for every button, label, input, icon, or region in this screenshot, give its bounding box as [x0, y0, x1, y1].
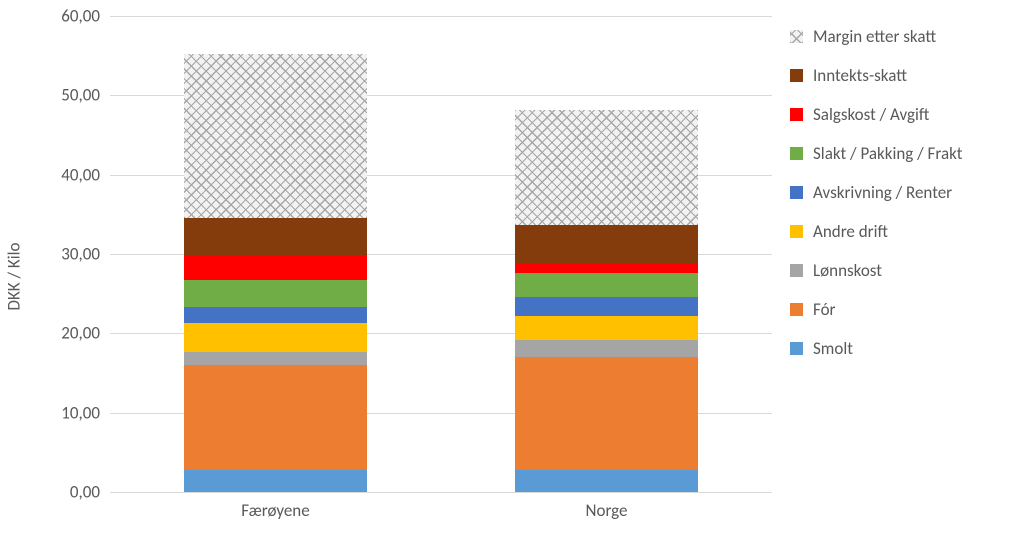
segment-for — [184, 365, 366, 470]
legend-label: Lønnskost — [813, 260, 882, 281]
legend-swatch — [790, 69, 803, 82]
legend-item-slakt: Slakt / Pakking / Frakt — [790, 143, 962, 164]
segment-lonn — [184, 352, 366, 365]
y-tick-label: 60,00 — [61, 6, 110, 27]
legend-swatch — [790, 342, 803, 355]
legend-label: Andre drift — [813, 221, 888, 242]
y-tick-label: 50,00 — [61, 85, 110, 106]
segment-slakt — [184, 280, 366, 307]
segment-skatt — [515, 225, 697, 264]
bar — [515, 16, 697, 492]
legend-swatch — [790, 108, 803, 121]
legend-label: Margin etter skatt — [813, 26, 936, 47]
segment-margin — [515, 110, 697, 225]
y-tick-label: 30,00 — [61, 244, 110, 265]
gridline — [110, 492, 772, 493]
legend-item-skatt: Inntekts-skatt — [790, 65, 907, 86]
segment-smolt — [184, 470, 366, 492]
segment-for — [515, 357, 697, 470]
y-tick-label: 0,00 — [70, 482, 110, 503]
legend-label: Avskrivning / Renter — [813, 182, 952, 203]
legend-item-for: Fór — [790, 299, 835, 320]
legend-swatch — [790, 186, 803, 199]
legend-swatch — [790, 30, 803, 43]
segment-skatt — [184, 218, 366, 255]
y-tick-label: 10,00 — [61, 402, 110, 423]
legend-label: Slakt / Pakking / Frakt — [813, 143, 962, 164]
legend-swatch — [790, 225, 803, 238]
legend-item-salg: Salgskost / Avgift — [790, 104, 929, 125]
legend-item-margin: Margin etter skatt — [790, 26, 936, 47]
segment-andre — [515, 316, 697, 340]
segment-smolt — [515, 470, 697, 492]
y-axis-label-wrap: DKK / Kilo — [0, 0, 28, 553]
legend-item-andre: Andre drift — [790, 221, 888, 242]
plot-area: 0,0010,0020,0030,0040,0050,0060,00Færøye… — [110, 16, 772, 492]
segment-salg — [184, 256, 366, 281]
legend-label: Smolt — [813, 338, 853, 359]
legend-item-smolt: Smolt — [790, 338, 853, 359]
legend-swatch — [790, 147, 803, 160]
y-tick-label: 20,00 — [61, 323, 110, 344]
legend-swatch — [790, 303, 803, 316]
legend-label: Salgskost / Avgift — [813, 104, 929, 125]
segment-salg — [515, 264, 697, 274]
legend-label: Fór — [813, 299, 835, 320]
segment-slakt — [515, 273, 697, 297]
segment-lonn — [515, 340, 697, 357]
x-tick-label: Færøyene — [241, 492, 309, 521]
segment-avskr — [184, 307, 366, 323]
legend-item-avskr: Avskrivning / Renter — [790, 182, 952, 203]
segment-margin — [184, 54, 366, 218]
bar — [184, 16, 366, 492]
segment-avskr — [515, 297, 697, 316]
segment-andre — [184, 323, 366, 352]
legend-swatch — [790, 264, 803, 277]
x-tick-label: Norge — [586, 492, 628, 521]
stacked-bar-chart: DKK / Kilo 0,0010,0020,0030,0040,0050,00… — [0, 0, 1024, 553]
legend-label: Inntekts-skatt — [813, 65, 907, 86]
legend-item-lonn: Lønnskost — [790, 260, 882, 281]
y-axis-label: DKK / Kilo — [4, 243, 25, 311]
y-tick-label: 40,00 — [61, 164, 110, 185]
